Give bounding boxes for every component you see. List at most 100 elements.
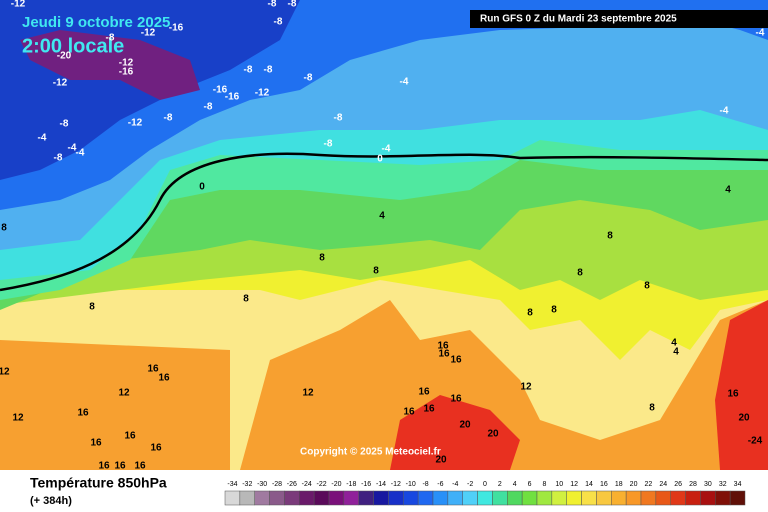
scale-label: -8 [422, 481, 428, 488]
contour-label: 16 [418, 387, 430, 398]
contour-label: 16 [150, 443, 162, 454]
scale-label: -6 [437, 481, 443, 488]
scale-label: 18 [615, 481, 623, 488]
scale-swatch [462, 490, 478, 506]
scale-swatch [596, 490, 612, 506]
scale-label: 6 [528, 481, 532, 488]
scale-label: 30 [704, 481, 712, 488]
scale-swatch [254, 490, 270, 506]
scale-label: 4 [513, 481, 517, 488]
scale-label: 8 [542, 481, 546, 488]
contour-label: -24 [748, 436, 763, 447]
contour-label: 16 [437, 341, 449, 352]
contour-label: 12 [118, 388, 130, 399]
forecast-date: Jeudi 9 octobre 2025 [22, 14, 170, 31]
contour-label: -8 [60, 119, 69, 130]
copyright: Copyright © 2025 Meteociel.fr [300, 447, 441, 458]
contour-label: 16 [134, 461, 146, 472]
scale-swatch [269, 490, 285, 506]
scale-label: -18 [346, 481, 356, 488]
contour-label: 16 [114, 461, 126, 472]
contour-label: 8 [243, 294, 249, 305]
contour-label: 12 [520, 382, 532, 393]
scale-label: 28 [689, 481, 697, 488]
scale-label: 32 [719, 481, 727, 488]
contour-label: -4 [756, 28, 765, 39]
scale-label: -22 [317, 481, 327, 488]
scale-swatch [299, 490, 315, 506]
scale-swatch [655, 490, 671, 506]
scale-label: -30 [257, 481, 267, 488]
scale-label: -26 [287, 481, 297, 488]
contour-label: 16 [403, 407, 415, 418]
contour-label: 16 [77, 408, 89, 419]
contour-label: -4 [720, 106, 729, 117]
zero-contour [0, 152, 768, 292]
temp-field [20, 30, 200, 100]
contour-label: -12 [128, 118, 143, 129]
contour-label: 16 [147, 364, 159, 375]
scale-label: 0 [483, 481, 487, 488]
scale-swatch [685, 490, 701, 506]
scale-swatch [403, 490, 419, 506]
scale-swatch [551, 490, 567, 506]
scale-swatch [388, 490, 404, 506]
contour-label: 0 [199, 182, 205, 193]
scale-swatch [670, 490, 686, 506]
contour-label: -20 [57, 51, 72, 62]
temp-field [715, 300, 768, 470]
contour-label: 8 [1, 223, 7, 234]
footer-title: Température 850hPa [30, 475, 167, 491]
contour-label: 16 [423, 404, 435, 415]
contour-label: -8 [304, 73, 313, 84]
scale-label: 10 [555, 481, 563, 488]
contour-label: 16 [450, 355, 462, 366]
contour-label: -8 [264, 65, 273, 76]
temp-field [390, 395, 520, 470]
contour-label: 8 [373, 266, 379, 277]
scale-label: 20 [630, 481, 638, 488]
run-info: Run GFS 0 Z du Mardi 23 septembre 2025 [480, 14, 677, 25]
contour-label: 8 [89, 302, 95, 313]
contour-label: 16 [438, 349, 450, 360]
scale-swatch [224, 490, 241, 506]
contour-label: 12 [12, 413, 24, 424]
contour-label: 4 [725, 185, 731, 196]
scale-swatch [313, 490, 330, 506]
contour-label: 20 [487, 429, 499, 440]
scale-label: -32 [242, 481, 252, 488]
contour-label: -4 [68, 143, 77, 154]
scale-label: -2 [467, 481, 473, 488]
scale-label: 24 [659, 481, 667, 488]
scale-label: -12 [391, 481, 401, 488]
contour-label: -16 [225, 92, 240, 103]
contour-label: 20 [435, 455, 447, 466]
scale-label: -16 [361, 481, 371, 488]
contour-label: 16 [450, 394, 462, 405]
scale-swatch [640, 490, 657, 506]
scale-label: -4 [452, 481, 458, 488]
contour-label: -8 [334, 113, 343, 124]
contour-label: 16 [727, 389, 739, 400]
scale-swatch [715, 490, 731, 506]
contour-label: -12 [53, 78, 68, 89]
scale-swatch [611, 490, 627, 506]
contour-label: -8 [288, 0, 297, 10]
scale-swatch [507, 490, 523, 506]
scale-swatch [492, 490, 508, 506]
scale-label: -10 [406, 481, 416, 488]
scale-swatch [581, 490, 597, 506]
scale-label: 26 [674, 481, 682, 488]
scale-label: 2 [498, 481, 502, 488]
scale-swatch [477, 490, 493, 506]
contour-label: -12 [11, 0, 26, 10]
contour-label: 20 [738, 413, 750, 424]
contour-label: -8 [274, 17, 283, 28]
scale-label: -24 [302, 481, 312, 488]
contour-label: 4 [671, 338, 677, 349]
contour-label: 8 [577, 268, 583, 279]
scale-label: 16 [600, 481, 608, 488]
contour-label: -12 [119, 58, 134, 69]
contour-label: -12 [141, 28, 156, 39]
